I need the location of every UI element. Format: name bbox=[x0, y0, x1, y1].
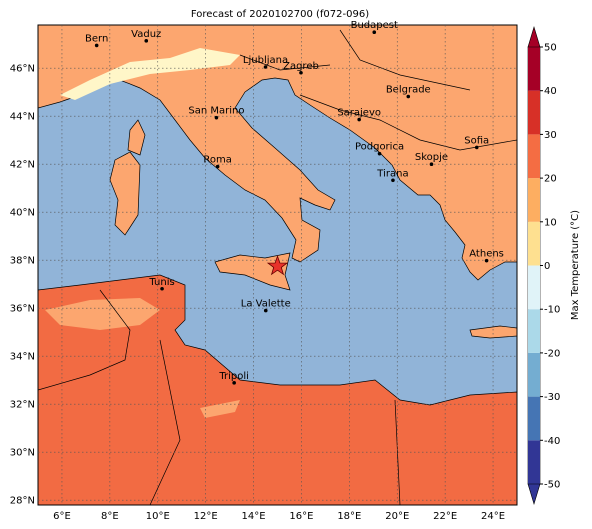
city-dot bbox=[215, 164, 220, 169]
cool-band bbox=[45, 298, 240, 418]
colorbar-band bbox=[528, 134, 540, 179]
lon-tick-label: 20°E bbox=[385, 511, 409, 522]
colorbar-band bbox=[528, 396, 540, 441]
city-dot bbox=[232, 381, 236, 385]
colorbar-label: Max Temperature (°C) bbox=[570, 210, 581, 320]
city-dot bbox=[377, 151, 382, 156]
colorbar-band bbox=[528, 265, 540, 310]
lat-tick-label: 44°N bbox=[10, 112, 35, 123]
lon-tick-label: 24°E bbox=[481, 511, 505, 522]
city-label: Belgrade bbox=[386, 85, 431, 96]
corsica bbox=[127, 119, 146, 156]
lon-tick-label: 22°E bbox=[433, 511, 457, 522]
lat-tick-label: 42°N bbox=[10, 160, 35, 171]
lon-tick-label: 14°E bbox=[242, 511, 266, 522]
city-label: Tripoli bbox=[218, 371, 249, 382]
sicily bbox=[214, 252, 291, 291]
colorbar-extend-bottom bbox=[527, 483, 541, 506]
star-marker bbox=[266, 254, 289, 276]
city-label: Bern bbox=[85, 33, 108, 44]
city-label: Zagreb bbox=[283, 61, 319, 72]
map-area bbox=[38, 25, 517, 505]
colorbar-tick-label: 40 bbox=[544, 86, 557, 97]
city-label: Ljubljana bbox=[243, 55, 288, 66]
lon-tick-label: 8°E bbox=[101, 511, 119, 522]
lon-tick-label: 6°E bbox=[53, 511, 71, 522]
lon-tick-label: 18°E bbox=[337, 511, 361, 522]
colorbar-band bbox=[528, 309, 540, 353]
map-frame bbox=[37, 24, 518, 506]
colorbar-tick-label: 50 bbox=[544, 43, 557, 54]
city-dot bbox=[214, 115, 219, 120]
colorbar-band bbox=[528, 440, 540, 484]
colorbar-tick-label: -10 bbox=[544, 305, 560, 316]
city-label: Podgorica bbox=[355, 142, 404, 153]
colorbar-extend-top bbox=[527, 25, 541, 48]
city-label: Tirana bbox=[376, 168, 408, 179]
borders bbox=[38, 29, 517, 505]
colorbar-tick-label: 20 bbox=[544, 174, 557, 185]
lat-tick-label: 36°N bbox=[10, 304, 35, 315]
city-label: Skopje bbox=[415, 152, 448, 163]
lat-tick-label: 28°N bbox=[10, 496, 35, 507]
lon-tick-label: 12°E bbox=[194, 511, 218, 522]
colorbar-tick-label: -30 bbox=[544, 392, 560, 403]
crete bbox=[469, 325, 517, 339]
lat-tick-label: 34°N bbox=[10, 352, 35, 363]
city-dot bbox=[144, 39, 149, 43]
city-label: La Valette bbox=[241, 299, 291, 310]
colorbar-tick-label: 30 bbox=[544, 130, 557, 141]
colorbar-tick-label: 0 bbox=[544, 261, 550, 272]
city-dot bbox=[474, 145, 479, 150]
city-dot bbox=[372, 30, 377, 34]
city-dot bbox=[160, 286, 164, 291]
city-label: Roma bbox=[203, 155, 232, 166]
colorbar-band bbox=[528, 47, 540, 91]
city-dot bbox=[263, 65, 268, 69]
city-label: Budapest bbox=[351, 20, 398, 31]
colorbar-band bbox=[528, 178, 540, 222]
colorbar-band bbox=[528, 352, 540, 397]
city-label: Tunis bbox=[148, 277, 174, 288]
colorbar-tick-label: 10 bbox=[544, 217, 557, 228]
city-label: Sarajevo bbox=[337, 108, 381, 119]
city-dot bbox=[429, 162, 434, 166]
city-dot bbox=[406, 94, 411, 99]
colorbar-tick-label: -50 bbox=[544, 480, 560, 491]
colorbar-tick-label: -40 bbox=[544, 436, 560, 447]
city-dot bbox=[484, 258, 489, 263]
city-label: San Marino bbox=[188, 106, 244, 117]
city-label: Sofia bbox=[464, 135, 489, 146]
sardinia bbox=[109, 151, 141, 236]
city-label: Vaduz bbox=[131, 29, 161, 40]
lon-tick-label: 16°E bbox=[289, 511, 313, 522]
map-title: Forecast of 2020102700 (f072-096) bbox=[191, 9, 369, 20]
lon-tick-label: 10°E bbox=[146, 511, 170, 522]
city-dot bbox=[357, 117, 361, 122]
city-dot bbox=[94, 43, 99, 48]
colorbar-tick-label: -20 bbox=[544, 348, 560, 359]
city-label: Athens bbox=[469, 249, 504, 260]
city-dot bbox=[299, 70, 303, 75]
lat-tick-label: 46°N bbox=[10, 64, 35, 75]
lat-tick-label: 38°N bbox=[10, 256, 35, 267]
city-dot bbox=[391, 178, 395, 183]
lat-tick-label: 32°N bbox=[10, 400, 35, 411]
colorbar-band bbox=[528, 90, 540, 135]
city-dot bbox=[263, 308, 268, 313]
europe bbox=[38, 25, 517, 281]
lat-tick-label: 40°N bbox=[10, 208, 35, 219]
lat-tick-label: 30°N bbox=[10, 448, 35, 459]
warm-band bbox=[60, 48, 240, 100]
colorbar-band bbox=[528, 221, 540, 266]
